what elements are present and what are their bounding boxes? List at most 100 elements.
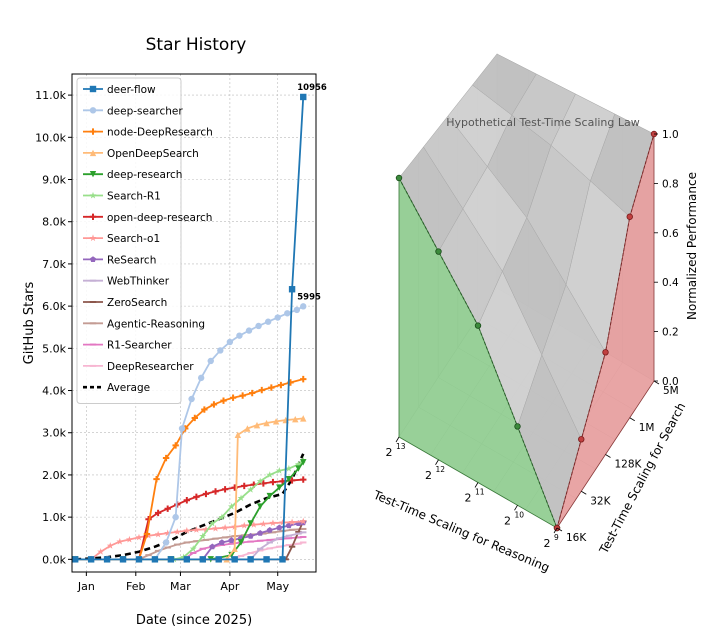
x-tick-label: 2 — [504, 514, 511, 527]
data-point — [288, 286, 296, 293]
legend-entry: deep-searcher — [83, 105, 183, 117]
data-point — [292, 416, 299, 423]
data-point — [279, 518, 287, 526]
legend-entry: Search-R1 — [83, 191, 161, 203]
data-point — [143, 530, 151, 538]
y-tick-label: 7.0k — [42, 258, 66, 271]
legend-entry: WebThinker — [83, 276, 170, 288]
data-point — [241, 482, 248, 490]
legend-label: DeepResearcher — [107, 361, 194, 373]
data-point — [263, 556, 270, 563]
y-tick-label: 0.0k — [42, 553, 66, 566]
data-point — [269, 519, 277, 527]
legend-label: WebThinker — [107, 276, 170, 288]
series-line — [75, 96, 305, 561]
reasoning-point — [395, 174, 403, 182]
y-tick-label: 16K — [566, 532, 587, 544]
data-point — [162, 539, 170, 546]
x-tick-exponent: 10 — [515, 510, 525, 519]
y-tick-label: 4.0k — [42, 385, 66, 398]
z-tick-label: 1.0 — [662, 129, 679, 141]
data-point — [274, 314, 281, 321]
data-point — [116, 537, 124, 545]
y-tick-label: 1M — [639, 422, 655, 434]
data-point — [249, 389, 256, 397]
x-tick-label: Apr — [220, 580, 240, 593]
data-point — [268, 384, 275, 391]
data-point — [72, 556, 79, 563]
legend-swatch-marker — [89, 149, 97, 157]
data-point — [266, 471, 274, 478]
data-point — [197, 374, 205, 382]
data-point — [178, 425, 186, 432]
search-point — [578, 436, 585, 443]
data-point — [97, 548, 105, 555]
left-x-ticks: Jan Feb Mar Apr May — [77, 572, 290, 593]
y-tick-label: 6.0k — [42, 300, 66, 313]
z-tick-label: 0.2 — [662, 327, 679, 339]
data-point — [269, 478, 277, 486]
search-point — [602, 349, 609, 356]
data-point — [300, 415, 307, 422]
data-point — [192, 526, 200, 533]
legend-swatch-marker — [89, 191, 97, 199]
value-annotation: 10956 — [297, 83, 327, 93]
y-tick-label: 3.0k — [42, 427, 66, 440]
data-point — [202, 525, 210, 533]
legend-entry: R1-Searcher — [83, 340, 172, 352]
legend-swatch-marker — [89, 85, 97, 93]
data-point — [231, 545, 238, 552]
data-point — [210, 401, 218, 408]
reasoning-point — [514, 423, 521, 430]
data-point — [247, 520, 254, 527]
data-point — [217, 347, 224, 354]
data-point — [164, 505, 171, 512]
reasoning-point — [474, 322, 482, 329]
y-tick-mark — [581, 490, 587, 495]
z-axis-label-performance: Normalized Performance — [685, 172, 699, 320]
data-point — [228, 537, 235, 543]
data-point — [300, 93, 307, 101]
data-point — [250, 521, 258, 528]
data-point — [183, 526, 191, 534]
data-point — [293, 306, 301, 314]
data-point — [288, 518, 296, 526]
data-point — [226, 338, 234, 346]
data-point — [218, 513, 226, 521]
legend-entry: deer-flow — [83, 84, 156, 96]
legend-entry: Search-o1 — [83, 233, 160, 245]
z-tick-label: 0.0 — [662, 376, 679, 388]
series-deer-flow — [72, 93, 307, 563]
data-point — [201, 406, 208, 413]
legend-label: deep-research — [107, 169, 182, 181]
legend-entry: ReSearch — [83, 254, 156, 266]
data-point — [215, 556, 222, 563]
legend-entry: node-DeepResearch — [83, 127, 213, 139]
data-point — [247, 556, 254, 563]
legend-swatch-marker — [89, 234, 97, 242]
data-point — [153, 475, 160, 483]
data-point — [244, 425, 251, 432]
x-tick-label: 2 — [386, 446, 393, 459]
data-point — [162, 454, 170, 462]
legend-label: ReSearch — [107, 254, 156, 266]
data-point — [103, 556, 111, 563]
y-tick-label: 5.0k — [42, 342, 66, 355]
value-annotation: 5995 — [297, 292, 321, 302]
x-tick-exponent: 13 — [396, 442, 406, 451]
data-point — [276, 524, 283, 531]
x-tick-mark — [435, 459, 439, 465]
y-tick-label: 10.0k — [35, 131, 66, 144]
data-point — [188, 395, 195, 403]
data-point — [294, 460, 302, 468]
z-tick-label: 0.8 — [662, 178, 679, 190]
data-point — [172, 442, 179, 449]
data-point — [247, 532, 254, 539]
legend-swatch-marker — [89, 213, 97, 220]
data-point — [256, 503, 264, 510]
data-point — [256, 477, 264, 485]
search-point — [626, 213, 633, 220]
data-point — [234, 431, 242, 439]
legend-label: deep-searcher — [107, 105, 183, 117]
data-point — [208, 519, 216, 527]
